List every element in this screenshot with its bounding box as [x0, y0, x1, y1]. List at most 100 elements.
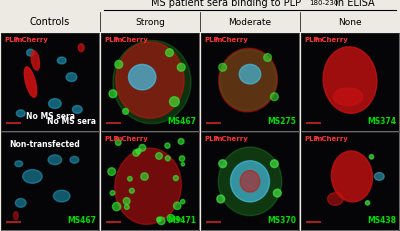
Ellipse shape [374, 173, 384, 180]
Ellipse shape [328, 193, 343, 205]
Ellipse shape [23, 170, 42, 183]
Circle shape [129, 188, 134, 193]
Circle shape [174, 202, 181, 210]
Text: mCherry: mCherry [215, 37, 249, 43]
Circle shape [128, 176, 132, 181]
Text: PLP: PLP [104, 37, 119, 43]
Ellipse shape [128, 64, 156, 90]
Ellipse shape [240, 170, 260, 192]
Text: No MS sera: No MS sera [47, 117, 96, 126]
Circle shape [108, 168, 116, 176]
Text: MS275: MS275 [267, 117, 296, 126]
Circle shape [157, 217, 161, 222]
Text: mCherry: mCherry [215, 136, 249, 142]
Ellipse shape [16, 110, 25, 117]
Text: Non-transfected: Non-transfected [9, 140, 80, 149]
Ellipse shape [31, 51, 40, 70]
Circle shape [181, 163, 185, 166]
Text: in ELISA: in ELISA [332, 0, 375, 8]
Circle shape [178, 138, 184, 144]
Circle shape [165, 156, 170, 161]
Text: mCherry: mCherry [115, 37, 149, 43]
Ellipse shape [220, 50, 276, 110]
Ellipse shape [15, 161, 23, 167]
Circle shape [173, 176, 178, 181]
Ellipse shape [239, 64, 261, 84]
Text: PLP: PLP [104, 136, 119, 142]
Ellipse shape [115, 148, 181, 224]
Text: No MS sera: No MS sera [26, 112, 74, 121]
Circle shape [177, 63, 185, 71]
Text: PLP: PLP [204, 37, 219, 43]
Circle shape [167, 215, 174, 222]
Circle shape [219, 63, 226, 71]
Ellipse shape [15, 198, 26, 207]
Circle shape [179, 156, 185, 161]
Text: PLP: PLP [304, 37, 319, 43]
Ellipse shape [48, 99, 61, 108]
Circle shape [270, 160, 278, 168]
Ellipse shape [26, 49, 34, 56]
Ellipse shape [334, 88, 363, 106]
Ellipse shape [57, 57, 66, 64]
Text: Strong: Strong [135, 18, 165, 27]
Text: mCherry: mCherry [115, 136, 149, 142]
Ellipse shape [13, 212, 18, 219]
Ellipse shape [116, 42, 184, 118]
Text: MS438: MS438 [367, 216, 396, 225]
Ellipse shape [66, 73, 77, 82]
Circle shape [166, 49, 174, 57]
Circle shape [141, 173, 148, 180]
Text: mCherry: mCherry [315, 37, 349, 43]
Ellipse shape [70, 156, 79, 163]
Circle shape [156, 153, 162, 159]
Circle shape [369, 155, 374, 159]
Circle shape [270, 93, 278, 101]
Circle shape [139, 144, 146, 151]
Ellipse shape [72, 106, 82, 113]
Circle shape [180, 199, 185, 204]
Ellipse shape [48, 155, 62, 165]
Text: MS374: MS374 [367, 117, 396, 126]
Circle shape [109, 90, 117, 98]
Circle shape [124, 205, 129, 210]
Circle shape [165, 143, 170, 148]
Text: mCherry: mCherry [15, 37, 49, 43]
Circle shape [157, 217, 165, 225]
Circle shape [217, 195, 225, 203]
Text: None: None [338, 18, 362, 27]
Text: mCherry: mCherry [315, 136, 349, 142]
Text: Moderate: Moderate [228, 18, 272, 27]
Text: PLP: PLP [304, 136, 319, 142]
Text: MS patient sera binding to PLP: MS patient sera binding to PLP [151, 0, 301, 8]
Text: PLP: PLP [4, 37, 19, 43]
Ellipse shape [230, 161, 270, 202]
Ellipse shape [219, 48, 278, 112]
Text: PLP: PLP [204, 136, 219, 142]
Circle shape [123, 108, 128, 114]
Ellipse shape [323, 47, 377, 113]
Circle shape [136, 149, 141, 154]
Ellipse shape [113, 40, 191, 124]
Circle shape [366, 201, 370, 205]
Circle shape [176, 217, 180, 221]
Circle shape [133, 150, 140, 156]
Circle shape [219, 160, 226, 168]
Circle shape [264, 54, 272, 61]
Circle shape [123, 198, 130, 204]
Circle shape [112, 202, 121, 211]
Circle shape [115, 61, 123, 68]
Ellipse shape [54, 190, 70, 202]
Circle shape [274, 189, 281, 197]
Circle shape [115, 140, 121, 146]
Ellipse shape [218, 147, 282, 216]
Circle shape [110, 191, 115, 195]
Ellipse shape [24, 67, 37, 97]
Text: 180-230: 180-230 [309, 0, 338, 6]
Text: MS370: MS370 [267, 216, 296, 225]
Ellipse shape [78, 44, 84, 52]
Text: MS471: MS471 [167, 216, 196, 225]
Text: MS467: MS467 [67, 216, 96, 225]
Text: Controls: Controls [30, 17, 70, 27]
Circle shape [170, 97, 179, 106]
